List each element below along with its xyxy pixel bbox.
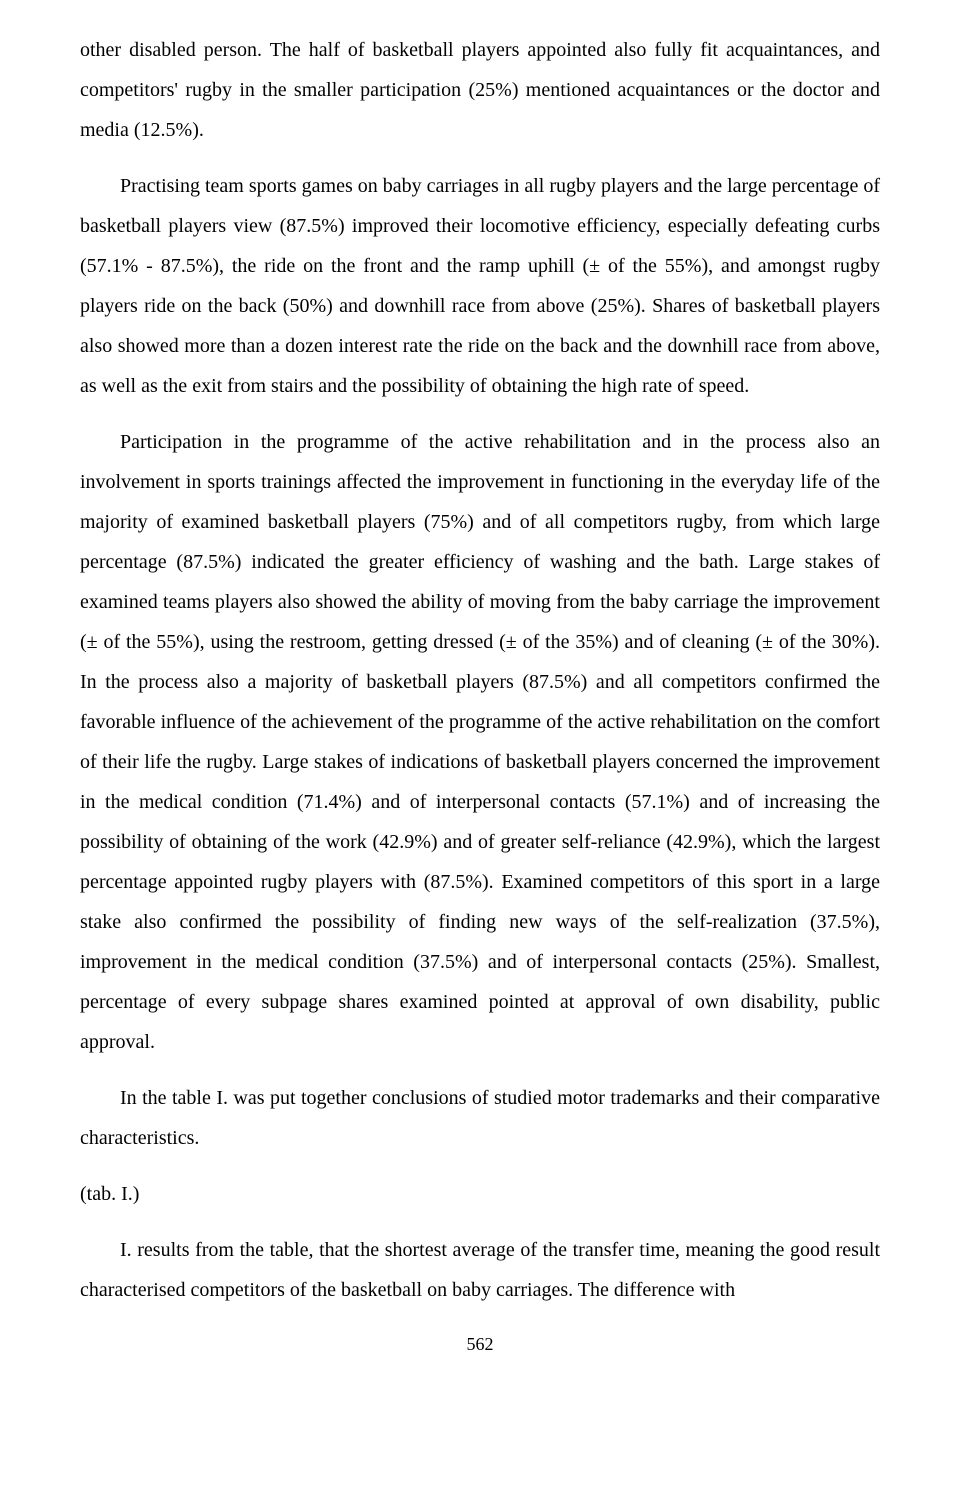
body-paragraph-4: In the table I. was put together conclus… [80, 1078, 880, 1158]
body-paragraph-2: Practising team sports games on baby car… [80, 166, 880, 406]
body-paragraph-3: Participation in the programme of the ac… [80, 422, 880, 1062]
document-page: other disabled person. The half of baske… [0, 0, 960, 1395]
page-number: 562 [80, 1334, 880, 1355]
body-paragraph-6: I. results from the table, that the shor… [80, 1230, 880, 1310]
table-reference-line: (tab. I.) [80, 1174, 880, 1214]
body-paragraph-1: other disabled person. The half of baske… [80, 30, 880, 150]
